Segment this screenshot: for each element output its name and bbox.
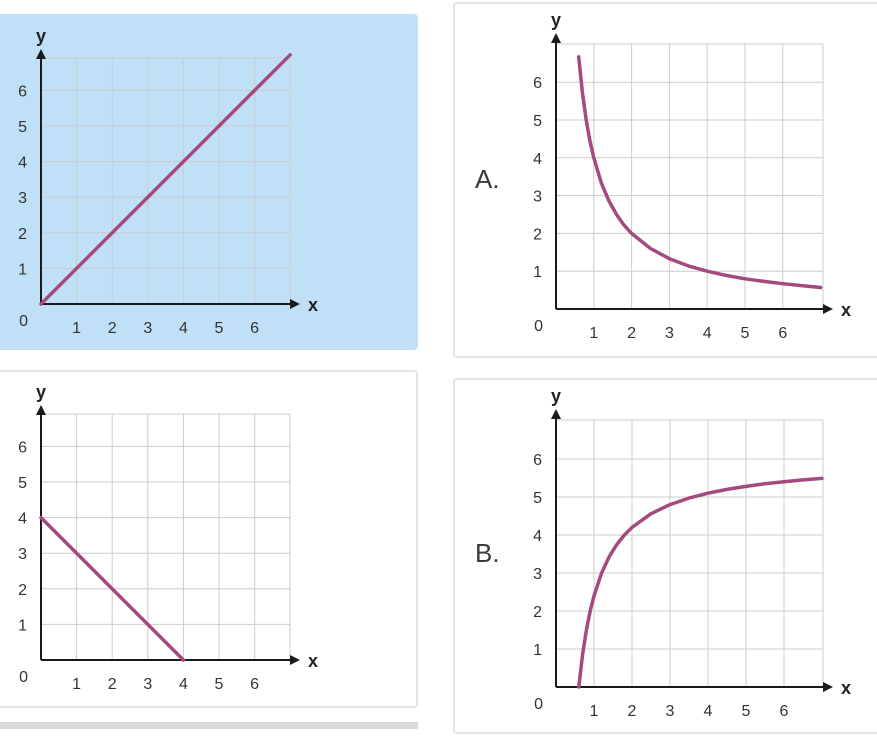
chart-decreasing-curve: 1 2 3 4 5 6 1 2 3 4 5 6 0 x y <box>533 10 851 342</box>
chart-linear-increasing: 1 2 3 4 5 6 1 2 3 4 5 6 0 x y <box>18 26 318 337</box>
y-tick-label: 5 <box>18 475 27 492</box>
y-tick-label: 4 <box>533 151 542 168</box>
x-tick-label: 2 <box>108 676 117 693</box>
y-axis-arrow <box>36 405 46 415</box>
origin-label: 0 <box>534 696 543 713</box>
y-axis-arrow <box>36 49 46 59</box>
y-tick-label: 2 <box>533 604 542 621</box>
x-axis-label: x <box>841 300 851 320</box>
x-tick-label: 2 <box>627 325 636 342</box>
x-axis-arrow <box>290 655 300 665</box>
y-tick-label: 1 <box>533 264 542 281</box>
y-axis-label: y <box>551 386 561 406</box>
y-tick-label: 6 <box>533 452 542 469</box>
series-line <box>39 515 186 662</box>
bottom-divider <box>0 722 418 729</box>
y-tick-label: 4 <box>18 155 27 172</box>
x-tick-label: 4 <box>704 703 713 720</box>
y-tick-label: 6 <box>533 75 542 92</box>
x-tick-label: 1 <box>72 320 81 337</box>
y-axis-arrow <box>551 33 561 43</box>
x-axis-label: x <box>308 651 318 671</box>
y-axis-arrow <box>551 409 561 419</box>
y-axis-label: y <box>36 26 46 46</box>
origin-label: 0 <box>19 669 28 686</box>
y-tick-label: 5 <box>533 113 542 130</box>
x-tick-label: 3 <box>666 703 675 720</box>
x-tick-label: 3 <box>143 320 152 337</box>
x-axis-label: x <box>841 678 851 698</box>
y-tick-label: 4 <box>533 528 542 545</box>
y-tick-label: 3 <box>18 546 27 563</box>
series-line <box>576 55 823 290</box>
series-line <box>39 53 292 306</box>
graph-option-card-1[interactable]: 1 2 3 4 5 6 1 2 3 4 5 6 0 x y <box>0 14 418 350</box>
x-tick-label: 3 <box>143 676 152 693</box>
graph-option-card-b[interactable]: B. 1 2 3 4 5 6 1 2 3 4 5 6 0 x y <box>453 378 877 734</box>
y-tick-label: 1 <box>18 617 27 634</box>
x-axis-arrow <box>290 299 300 309</box>
x-tick-label: 6 <box>250 676 259 693</box>
graph-option-card-a[interactable]: A. 1 2 3 4 5 6 1 2 3 4 5 6 0 x y <box>453 2 877 358</box>
y-tick-label: 6 <box>18 439 27 456</box>
origin-label: 0 <box>19 313 28 330</box>
x-tick-label: 5 <box>215 676 224 693</box>
y-axis-label: y <box>551 10 561 30</box>
x-tick-label: 6 <box>250 320 259 337</box>
x-tick-label: 5 <box>742 703 751 720</box>
y-tick-label: 5 <box>533 490 542 507</box>
x-tick-label: 6 <box>778 325 787 342</box>
y-tick-label: 2 <box>18 226 27 243</box>
x-tick-label: 6 <box>780 703 789 720</box>
y-tick-label: 2 <box>533 226 542 243</box>
y-tick-label: 5 <box>18 119 27 136</box>
x-tick-label: 3 <box>665 325 674 342</box>
y-axis-label: y <box>36 382 46 402</box>
y-tick-label: 1 <box>18 261 27 278</box>
x-tick-label: 4 <box>703 325 712 342</box>
option-b-label: B. <box>475 538 500 568</box>
x-tick-label: 1 <box>590 703 599 720</box>
y-tick-label: 6 <box>18 83 27 100</box>
series-line <box>577 476 824 689</box>
y-tick-label: 1 <box>533 642 542 659</box>
x-tick-label: 5 <box>741 325 750 342</box>
y-tick-label: 4 <box>18 511 27 528</box>
x-tick-label: 1 <box>589 325 598 342</box>
x-tick-label: 5 <box>215 320 224 337</box>
chart-linear-decreasing: 1 2 3 4 5 6 1 2 3 4 5 6 0 x y <box>18 382 318 693</box>
x-axis-label: x <box>308 295 318 315</box>
option-a-label: A. <box>475 164 500 194</box>
x-tick-label: 1 <box>72 676 81 693</box>
x-axis-arrow <box>823 304 833 314</box>
x-tick-label: 4 <box>179 676 188 693</box>
x-axis-arrow <box>823 682 833 692</box>
y-tick-label: 3 <box>533 189 542 206</box>
graph-option-card-3[interactable]: 1 2 3 4 5 6 1 2 3 4 5 6 0 x y <box>0 370 418 708</box>
x-tick-label: 2 <box>108 320 117 337</box>
y-tick-label: 2 <box>18 582 27 599</box>
x-tick-label: 4 <box>179 320 188 337</box>
chart-increasing-curve: 1 2 3 4 5 6 1 2 3 4 5 6 0 x y <box>533 386 851 720</box>
origin-label: 0 <box>534 318 543 335</box>
y-tick-label: 3 <box>18 190 27 207</box>
x-tick-label: 2 <box>628 703 637 720</box>
y-tick-label: 3 <box>533 566 542 583</box>
